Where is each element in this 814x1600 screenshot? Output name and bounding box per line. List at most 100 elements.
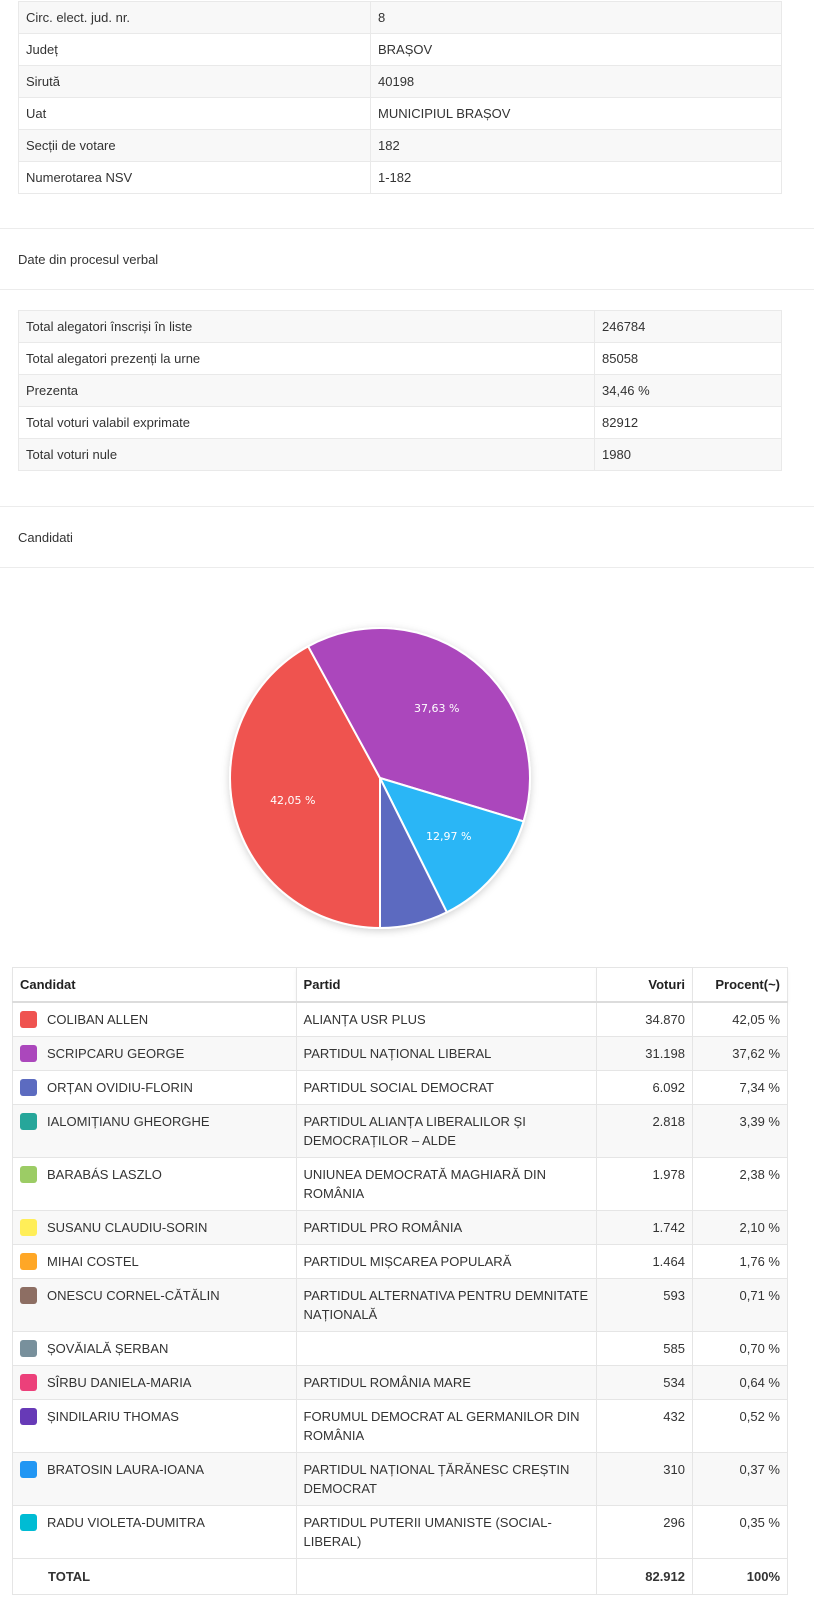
info-label: Județ <box>18 33 371 66</box>
party-cell: PARTIDUL PRO ROMÂNIA <box>295 1210 598 1245</box>
candidate-cell: SÎRBU DANIELA-MARIA <box>12 1365 297 1400</box>
info-row: Numerotarea NSV 1-182 <box>18 161 782 194</box>
party-cell: ALIANȚA USR PLUS <box>295 1001 598 1037</box>
verbal-label: Total voturi nule <box>18 438 595 471</box>
candidate-cell: IALOMIȚIANU GHEORGHE <box>12 1104 297 1158</box>
candidate-name: MIHAI COSTEL <box>47 1254 139 1269</box>
candidate-cell: SCRIPCARU GEORGE <box>12 1036 297 1071</box>
pie-slice[interactable] <box>378 776 525 914</box>
candidates-table-header: Candidat Partid Voturi Procent(~) <box>12 967 788 1003</box>
candidate-name: SÎRBU DANIELA-MARIA <box>47 1375 192 1390</box>
verbal-data-table: Total alegatori înscriși în liste 246784 T… <box>18 310 782 471</box>
percent-cell: 0,70 % <box>692 1331 788 1366</box>
candidate-row: SÎRBU DANIELA-MARIA PARTIDUL ROMÂNIA MARE… <box>12 1365 788 1400</box>
info-label: Circ. elect. jud. nr. <box>18 1 371 34</box>
candidate-row: ORȚAN OVIDIU-FLORIN PARTIDUL SOCIAL DEMOC… <box>12 1070 788 1105</box>
verbal-label: Total alegatori înscriși în liste <box>18 310 595 343</box>
header-candidate[interactable]: Candidat <box>12 967 297 1003</box>
info-label: Uat <box>18 97 371 130</box>
percent-cell: 0,64 % <box>692 1365 788 1400</box>
info-value: BRAȘOV <box>370 33 782 66</box>
votes-cell: 593 <box>596 1278 693 1332</box>
header-party[interactable]: Partid <box>295 967 598 1003</box>
party-cell: UNIUNEA DEMOCRATĂ MAGHIARĂ DIN ROMÂNIA <box>295 1157 598 1211</box>
info-value: 182 <box>370 129 782 162</box>
candidates-table: Candidat Partid Voturi Procent(~) COLIBA… <box>12 967 788 1595</box>
candidate-row: BARABÁS LASZLO UNIUNEA DEMOCRATĂ MAGHIARĂ… <box>12 1157 788 1211</box>
total-percent: 100% <box>692 1558 788 1595</box>
candidate-color-swatch <box>20 1113 37 1130</box>
votes-cell: 2.818 <box>596 1104 693 1158</box>
candidate-color-swatch <box>20 1287 37 1304</box>
percent-cell: 0,52 % <box>692 1399 788 1453</box>
pie-slice[interactable] <box>379 777 449 930</box>
candidate-row: ȘINDILARIU THOMAS FORUMUL DEMOCRAT AL GER… <box>12 1399 788 1453</box>
info-value: 8 <box>370 1 782 34</box>
percent-cell: 37,62 % <box>692 1036 788 1071</box>
candidate-name: COLIBAN ALLEN <box>47 1012 149 1027</box>
percent-cell: 0,37 % <box>692 1452 788 1506</box>
percent-cell: 1,76 % <box>692 1244 788 1279</box>
info-value: 40198 <box>370 65 782 98</box>
candidate-cell: SUSANU CLAUDIU-SORIN <box>12 1210 297 1245</box>
candidate-color-swatch <box>20 1374 37 1391</box>
total-votes: 82.912 <box>596 1558 693 1595</box>
candidate-row: SCRIPCARU GEORGE PARTIDUL NAȚIONAL LIBERA… <box>12 1036 788 1071</box>
candidates-section-heading: Candidati <box>0 506 814 568</box>
pie-slice[interactable] <box>306 627 531 823</box>
party-cell: PARTIDUL ROMÂNIA MARE <box>295 1365 598 1400</box>
party-cell: PARTIDUL ALIANȚA LIBERALILOR ȘI DEMOCRAȚ… <box>295 1104 598 1158</box>
percent-cell: 2,10 % <box>692 1210 788 1245</box>
candidate-name: ORȚAN OVIDIU-FLORIN <box>47 1080 193 1095</box>
verbal-value: 1980 <box>594 438 782 471</box>
results-pie-chart: 42,05 % 37,63 % 12,97 % <box>229 627 531 930</box>
candidate-row: RADU VIOLETA-DUMITRA PARTIDUL PUTERII UMA… <box>12 1505 788 1559</box>
info-label: Numerotarea NSV <box>18 161 371 194</box>
header-votes[interactable]: Voturi <box>596 967 693 1003</box>
candidate-color-swatch <box>20 1166 37 1183</box>
candidate-row: IALOMIȚIANU GHEORGHE PARTIDUL ALIANȚA LIB… <box>12 1104 788 1158</box>
votes-cell: 534 <box>596 1365 693 1400</box>
candidate-cell: RADU VIOLETA-DUMITRA <box>12 1505 297 1559</box>
candidate-cell: MIHAI COSTEL <box>12 1244 297 1279</box>
candidate-color-swatch <box>20 1079 37 1096</box>
party-cell <box>295 1331 598 1366</box>
verbal-row: Total voturi valabil exprimate 82912 <box>18 406 782 439</box>
percent-cell: 7,34 % <box>692 1070 788 1105</box>
candidate-color-swatch <box>20 1011 37 1028</box>
party-cell: PARTIDUL NAȚIONAL LIBERAL <box>295 1036 598 1071</box>
candidate-name: SCRIPCARU GEORGE <box>47 1046 185 1061</box>
verbal-label: Total voturi valabil exprimate <box>18 406 595 439</box>
pie-slice-label: 12,97 % <box>426 830 471 843</box>
votes-cell: 1.464 <box>596 1244 693 1279</box>
verbal-value: 85058 <box>594 342 782 375</box>
percent-cell: 0,71 % <box>692 1278 788 1332</box>
candidate-row: COLIBAN ALLEN ALIANȚA USR PLUS 34.870 42,05… <box>12 1001 788 1037</box>
pie-slice[interactable] <box>229 644 381 930</box>
party-cell: PARTIDUL NAȚIONAL ȚĂRĂNESC CREȘTIN DEMOC… <box>295 1452 598 1506</box>
candidate-cell: BARABÁS LASZLO <box>12 1157 297 1211</box>
verbal-label: Total alegatori prezenți la urne <box>18 342 595 375</box>
party-cell: PARTIDUL MIȘCAREA POPULARĂ <box>295 1244 598 1279</box>
verbal-label: Prezenta <box>18 374 595 407</box>
info-label: Secții de votare <box>18 129 371 162</box>
candidate-cell: COLIBAN ALLEN <box>12 1001 297 1037</box>
verbal-row: Total alegatori prezenți la urne 85058 <box>18 342 782 375</box>
votes-cell: 432 <box>596 1399 693 1453</box>
party-cell: FORUMUL DEMOCRAT AL GERMANILOR DIN ROMÂN… <box>295 1399 598 1453</box>
header-percent[interactable]: Procent(~) <box>692 967 788 1003</box>
candidate-row: MIHAI COSTEL PARTIDUL MIȘCAREA POPULARĂ 1.… <box>12 1244 788 1279</box>
total-label: TOTAL <box>12 1558 297 1595</box>
candidate-name: IALOMIȚIANU GHEORGHE <box>47 1114 210 1129</box>
votes-cell: 34.870 <box>596 1001 693 1037</box>
percent-cell: 2,38 % <box>692 1157 788 1211</box>
candidate-row: ONESCU CORNEL-CĂTĂLIN PARTIDUL ALTERNATIV… <box>12 1278 788 1332</box>
candidate-name: ȘINDILARIU THOMAS <box>47 1409 179 1424</box>
total-party-empty <box>295 1558 598 1595</box>
candidate-color-swatch <box>20 1253 37 1270</box>
verbal-row: Prezenta 34,46 % <box>18 374 782 407</box>
verbal-value: 82912 <box>594 406 782 439</box>
candidate-color-swatch <box>20 1408 37 1425</box>
votes-cell: 296 <box>596 1505 693 1559</box>
candidate-color-swatch <box>20 1514 37 1531</box>
